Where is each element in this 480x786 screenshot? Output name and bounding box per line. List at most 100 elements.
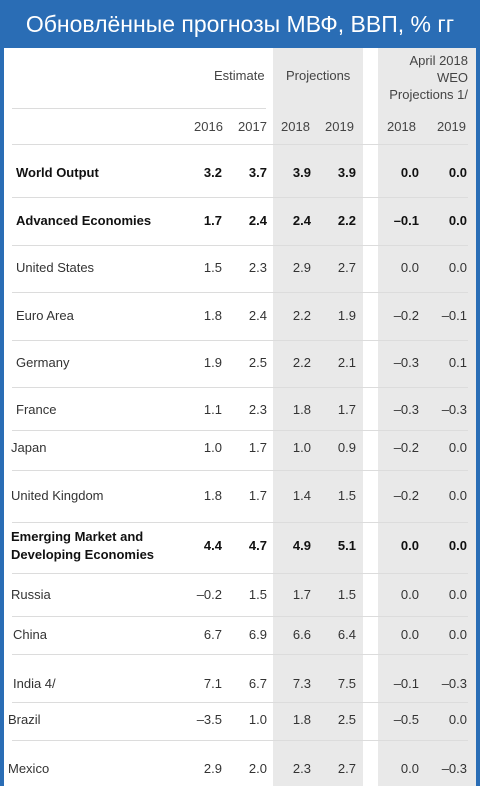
table-cell: 0.0 [400, 538, 419, 553]
table-cell: –0.2 [393, 440, 419, 455]
table-cell: 0.0 [400, 165, 419, 180]
row-divider [12, 470, 468, 471]
table-cell: –0.2 [393, 308, 419, 323]
table-cell: 3.9 [337, 165, 356, 180]
table-cell: 0.0 [400, 627, 419, 642]
table-cell: 1.0 [248, 712, 267, 727]
weo-header-line-1: April 2018 [409, 53, 468, 68]
table-cell: 4.7 [248, 538, 267, 553]
table-cell: 1.7 [292, 587, 311, 602]
table-cell: 1.8 [203, 488, 222, 503]
row-label: Mexico [8, 761, 50, 776]
table-cell: –0.3 [441, 761, 467, 776]
year-header-2017: 2017 [238, 119, 267, 134]
table-cell: 1.7 [337, 402, 356, 417]
year-header-2016: 2016 [194, 119, 223, 134]
table-cell: 2.9 [203, 761, 222, 776]
table-cell: 1.5 [337, 587, 356, 602]
table-cell: 3.9 [292, 165, 311, 180]
title-bar: Обновлённые прогнозы МВФ, ВВП, % гг [0, 0, 480, 48]
row-divider [12, 387, 468, 388]
table-cell: 0.0 [448, 165, 467, 180]
table-cell: 0.0 [400, 761, 419, 776]
row-label: United Kingdom [11, 488, 104, 503]
row-divider [12, 144, 468, 145]
table-cell: 2.5 [337, 712, 356, 727]
row-label: Brazil [8, 712, 41, 727]
table-cell: 1.5 [203, 260, 222, 275]
table-cell: 1.1 [203, 402, 222, 417]
table-cell: –0.2 [393, 488, 419, 503]
table-cell: –0.2 [196, 587, 222, 602]
row-label: Germany [16, 355, 70, 370]
table-cell: 6.7 [203, 627, 222, 642]
table-cell: –0.3 [441, 676, 467, 691]
row-label: Advanced Economies [16, 213, 152, 228]
row-divider [12, 292, 468, 293]
table-cell: 2.3 [292, 761, 311, 776]
header-divider-left [12, 108, 266, 109]
table-cell: 0.0 [448, 712, 467, 727]
table-cell: 0.9 [337, 440, 356, 455]
table-cell: 0.0 [448, 213, 467, 228]
row-label: Euro Area [16, 308, 74, 323]
row-label-line-2: Developing Economies [11, 547, 155, 562]
row-divider [12, 197, 468, 198]
table-cell: 0.0 [448, 488, 467, 503]
projections-column-shade [273, 48, 363, 786]
table-cell: 1.5 [248, 587, 267, 602]
table-cell: 1.4 [292, 488, 311, 503]
table-cell: 6.9 [248, 627, 267, 642]
table-cell: 2.7 [337, 761, 356, 776]
table-cell: 2.4 [292, 213, 311, 228]
table-cell: 1.7 [248, 488, 267, 503]
table-cell: 1.9 [337, 308, 356, 323]
table-cell: 2.5 [248, 355, 267, 370]
page-title: Обновлённые прогнозы МВФ, ВВП, % гг [25, 10, 455, 37]
row-divider [12, 522, 468, 523]
row-divider [12, 430, 468, 431]
row-divider [12, 573, 468, 574]
row-divider [12, 654, 468, 655]
year-header-2019: 2019 [325, 119, 354, 134]
table-cell: 0.1 [448, 355, 467, 370]
table-cell: 7.1 [203, 676, 222, 691]
table-cell: 0.0 [448, 627, 467, 642]
frame-right-border [476, 48, 480, 786]
frame-left-border [0, 48, 4, 786]
table-cell: –0.1 [393, 213, 419, 228]
row-divider [12, 616, 468, 617]
table-cell: 2.3 [248, 402, 267, 417]
weo-header: April 2018 WEO Projections 1/ [380, 52, 468, 103]
weo-column-shade [378, 48, 476, 786]
row-label: Japan [11, 440, 47, 455]
row-divider [12, 340, 468, 341]
row-label: World Output [16, 165, 99, 180]
table-cell: 7.3 [292, 676, 311, 691]
row-divider [12, 740, 468, 741]
table-cell: –0.3 [441, 402, 467, 417]
table-cell: 7.5 [337, 676, 356, 691]
table-cell: –0.3 [393, 355, 419, 370]
table-cell: 1.7 [203, 213, 222, 228]
table-cell: 5.1 [337, 538, 356, 553]
table-cell: 0.0 [448, 260, 467, 275]
table-cell: –0.3 [393, 402, 419, 417]
table-cell: 2.9 [292, 260, 311, 275]
year-header-weo-2019: 2019 [437, 119, 466, 134]
table-cell: –0.1 [441, 308, 467, 323]
weo-header-line-3: Projections 1/ [389, 87, 468, 102]
row-divider [12, 702, 468, 703]
table-cell: –0.1 [393, 676, 419, 691]
table-cell: 1.8 [203, 308, 222, 323]
table-cell: 2.4 [248, 308, 267, 323]
row-label: India 4/ [13, 676, 56, 691]
row-label: United States [16, 260, 95, 275]
year-header-2018: 2018 [281, 119, 310, 134]
table-cell: 1.9 [203, 355, 222, 370]
table-cell: 0.0 [400, 260, 419, 275]
table-cell: 1.8 [292, 402, 311, 417]
row-divider [12, 245, 468, 246]
row-label: Emerging Market and Developing Economies [11, 528, 154, 564]
